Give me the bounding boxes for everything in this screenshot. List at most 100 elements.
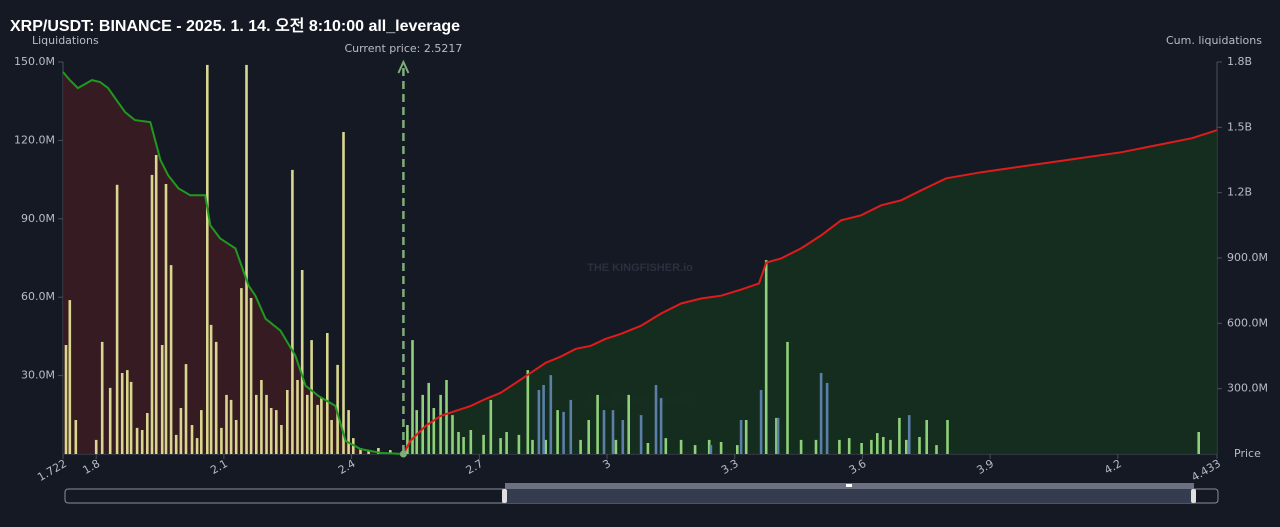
liquidation-bar — [146, 413, 149, 454]
liquidation-bar — [882, 437, 885, 454]
cum-line — [402, 129, 1218, 455]
liquidation-bar — [814, 439, 818, 454]
liquidation-bar — [280, 425, 283, 454]
liquidation-bar — [64, 345, 68, 454]
liquidation-bar — [336, 364, 339, 454]
liquidation-bar — [245, 64, 248, 455]
liquidation-bar — [74, 420, 78, 454]
liquidation-bar — [549, 375, 553, 454]
liquidation-bar — [946, 420, 949, 454]
liquidation-bar — [214, 341, 218, 454]
liquidation-bar — [744, 420, 748, 454]
liquidation-bar — [654, 385, 658, 454]
y2-tick-label: 600.0M — [1227, 316, 1268, 329]
liquidation-bar — [200, 410, 203, 454]
liquidation-bar — [249, 298, 253, 454]
liquidation-bar — [825, 382, 829, 454]
liquidation-bar — [347, 410, 350, 454]
liquidation-bar — [469, 430, 473, 454]
liquidation-bar — [544, 439, 547, 454]
liquidation-bar — [129, 381, 133, 454]
scroll-handle-right[interactable] — [1191, 489, 1196, 503]
liquidation-bar — [286, 390, 289, 454]
liquidation-bar — [320, 398, 323, 454]
liquidation-bar — [135, 427, 139, 454]
liquidation-bar — [621, 420, 625, 454]
liquidation-bar — [179, 408, 183, 454]
liquidation-bar — [775, 417, 778, 454]
liquidation-bar — [819, 373, 823, 454]
liquidation-bar — [406, 425, 409, 454]
liquidation-bar — [220, 427, 223, 454]
liquidation-bar — [614, 439, 618, 454]
scroll-handle-left[interactable] — [502, 489, 507, 503]
liquidation-bar — [526, 370, 530, 454]
liquidation-bar — [108, 387, 112, 454]
scroll-grip[interactable] — [846, 484, 852, 487]
liquidation-bar — [847, 438, 851, 454]
liquidation-bar — [876, 433, 879, 454]
liquidation-bar — [389, 450, 392, 454]
liquidation-bar — [935, 445, 938, 454]
liquidation-bar — [562, 411, 565, 454]
liquidation-bar — [169, 265, 173, 454]
cum-line — [62, 71, 404, 455]
liquidation-bar — [462, 437, 465, 454]
liquidation-bar — [229, 399, 233, 454]
scrollbar[interactable] — [64, 483, 1219, 504]
cum-area — [403, 130, 1217, 454]
liquidation-bar — [100, 341, 104, 454]
liquidation-bar — [160, 345, 164, 454]
current-price-label: Current price: 2.5217 — [344, 42, 462, 55]
liquidation-bar — [260, 380, 263, 454]
liquidation-bar — [646, 443, 650, 454]
liquidation-bar — [918, 437, 921, 454]
liquidation-bar — [736, 445, 739, 454]
y-axis-label: Liquidations — [32, 34, 99, 47]
liquidation-bar — [432, 408, 436, 454]
liquidation-bar — [190, 425, 194, 454]
liquidation-bar — [898, 417, 901, 454]
liquidation-bar — [870, 439, 873, 454]
liquidation-bar — [664, 438, 668, 454]
y2-tick-label: 1.5B — [1227, 120, 1252, 133]
liquidation-bar — [719, 442, 723, 454]
liquidation-bar — [300, 270, 304, 454]
liquidation-bar — [776, 417, 780, 454]
liquidation-bar — [579, 439, 582, 454]
liquidation-bar — [639, 415, 643, 454]
liquidation-bar — [925, 420, 928, 454]
liquidation-bar — [94, 439, 98, 454]
liquidation-bar — [120, 373, 124, 454]
liquidation-bar — [889, 439, 892, 454]
scroll-thumb[interactable] — [505, 489, 1194, 503]
liquidation-bar — [707, 439, 711, 454]
liquidation-bar — [627, 394, 630, 454]
watermark: THE KINGFISHER.io — [587, 262, 693, 274]
cum-area — [63, 72, 404, 454]
x-axis-label: Price — [1234, 447, 1261, 460]
liquidation-bar — [451, 415, 454, 454]
liquidation-bar — [596, 394, 599, 454]
liquidation-bar — [838, 439, 841, 454]
liquidation-bar — [275, 410, 278, 454]
liquidation-bar — [150, 174, 154, 454]
y2-tick-label: 300.0M — [1227, 382, 1268, 395]
y2-tick-label: 1.2B — [1227, 186, 1252, 199]
liquidation-bar — [611, 410, 615, 454]
liquidation-bar — [154, 155, 158, 454]
liquidation-bar — [427, 382, 430, 454]
liquidation-bar — [739, 420, 743, 454]
liquidation-bar — [556, 410, 559, 454]
y2-tick-label: 900.0M — [1227, 251, 1268, 264]
y-tick-label: 120.0M — [14, 133, 55, 146]
liquidation-bar — [342, 132, 345, 454]
liquidation-bar — [659, 398, 663, 454]
liquidation-bar — [679, 439, 683, 454]
liquidation-bar — [115, 184, 119, 455]
liquidation-bar — [517, 434, 521, 454]
liquidation-bar — [764, 260, 768, 454]
liquidation-bar — [602, 410, 606, 454]
liquidation-bar — [907, 415, 911, 454]
